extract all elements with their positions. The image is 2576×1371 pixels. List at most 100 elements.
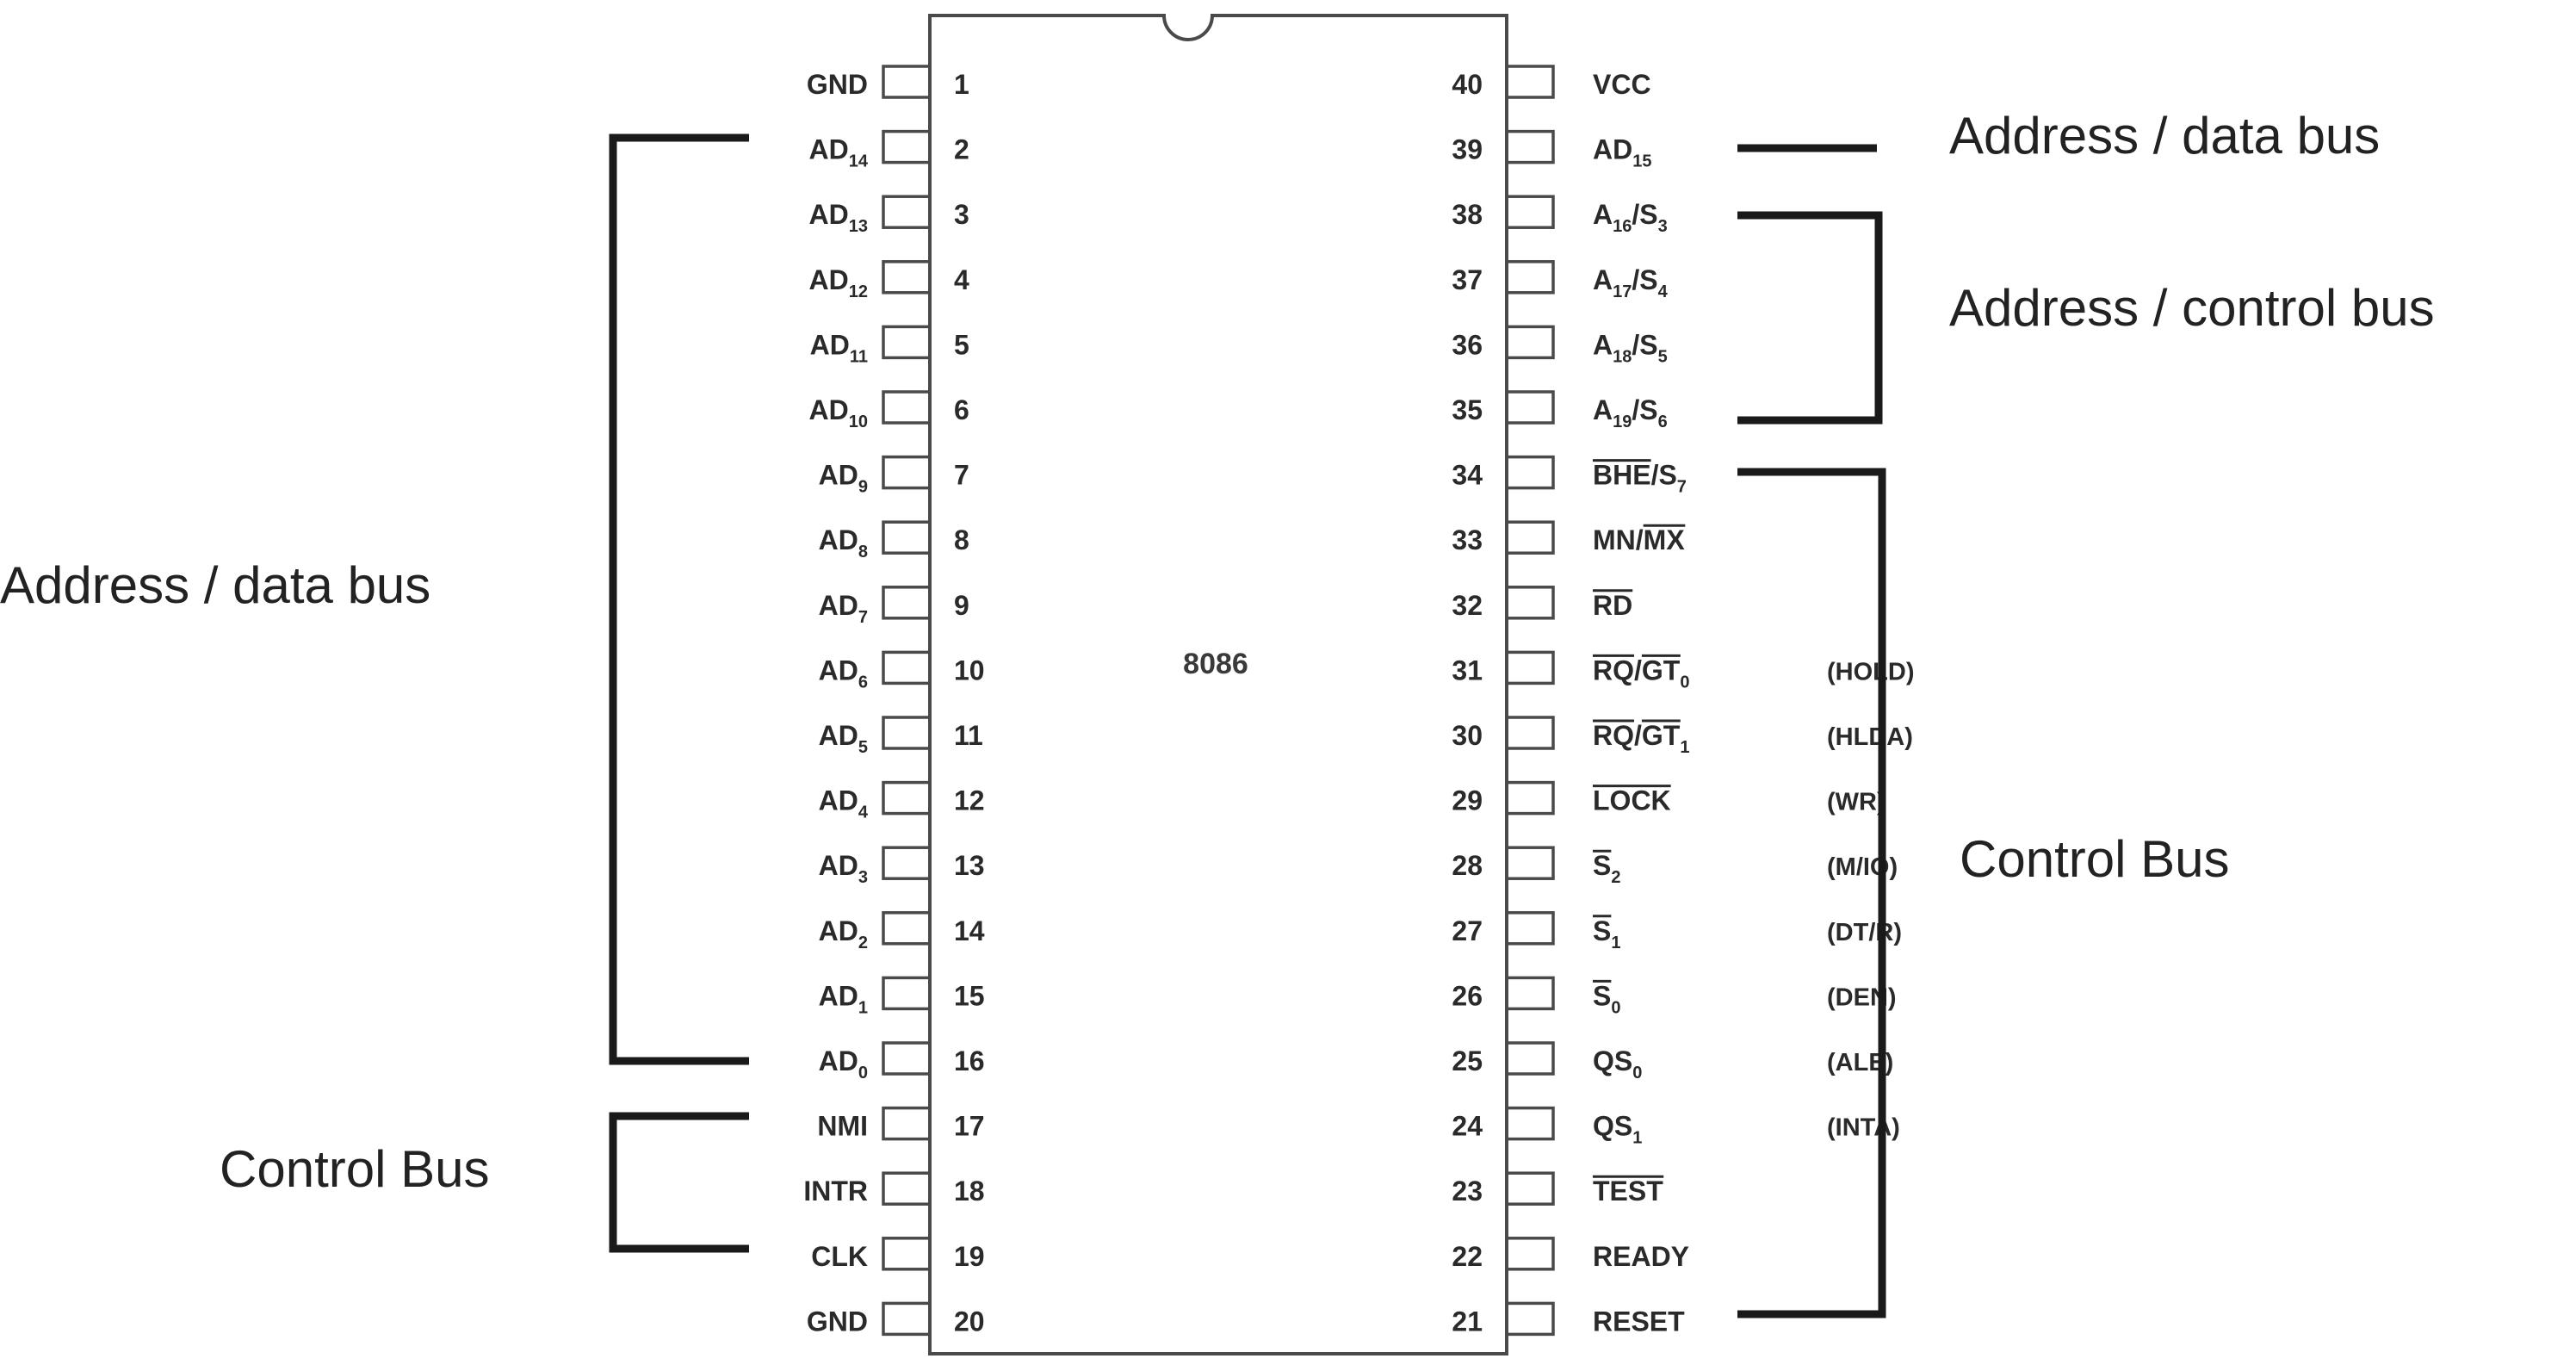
pin-35: 35 A19/S6 (1452, 390, 1668, 431)
pin-number: 26 (1452, 980, 1483, 1011)
pin-26: 26 S0 (DEN) (1452, 976, 1897, 1017)
pin-label: AD13 (809, 199, 868, 236)
pin-pad (882, 455, 932, 490)
pin-label: LOCK (1593, 785, 1671, 816)
pin-label: AD7 (819, 590, 868, 627)
pin-label: S1 (1593, 915, 1620, 952)
pin-label: TEST (1593, 1176, 1663, 1207)
pin-2: 2 AD14 (809, 129, 969, 171)
pin-pad (882, 1301, 932, 1337)
pin-number: 20 (954, 1306, 985, 1337)
pin-number: 7 (954, 460, 969, 491)
group-label-left-address-data: Address / data bus (0, 556, 430, 614)
pin-pad (882, 1237, 932, 1271)
pin-31: 31 RQ/GT0 (HOLD) (1452, 650, 1914, 692)
pin-label: READY (1593, 1241, 1689, 1272)
pin-29: 29 LOCK (WR) (1452, 780, 1886, 816)
group-label-left-control: Control Bus (220, 1140, 489, 1198)
pin-6: 6 AD10 (809, 390, 969, 431)
pin-pad (882, 716, 932, 750)
pin-pad (882, 390, 932, 425)
pin-14: 14 AD2 (819, 911, 985, 952)
pin-label: A18/S5 (1593, 329, 1668, 366)
pin-label: CLK (811, 1241, 868, 1272)
pin-number: 37 (1452, 264, 1483, 295)
group-label-right-address-data: Address / data bus (1949, 107, 2380, 164)
pin-label: AD8 (819, 524, 868, 561)
pin-pad (882, 650, 932, 686)
pin-19: 19 CLK (811, 1237, 985, 1272)
pin-34: 34 BHE/S7 (1452, 455, 1687, 497)
pin-7: 7 AD9 (819, 455, 969, 497)
pin-number: 18 (954, 1176, 985, 1207)
pin-label: VCC (1593, 69, 1651, 100)
pin-number: 29 (1452, 785, 1483, 816)
pin-alt-label: (INTA) (1827, 1114, 1900, 1142)
pin-pad (1505, 586, 1555, 620)
pin-number: 40 (1452, 69, 1483, 100)
pin-pad (1505, 1171, 1555, 1206)
pin-number: 10 (954, 654, 985, 686)
pin-number: 27 (1452, 915, 1483, 946)
pin-number: 9 (954, 590, 969, 621)
pin-pad (882, 780, 932, 816)
pin-label: AD1 (819, 980, 868, 1017)
pin-label: AD15 (1593, 134, 1651, 171)
pin-alt-label: (HLDA) (1827, 723, 1913, 751)
pin-pad (1505, 1301, 1555, 1337)
pin-number: 16 (954, 1045, 985, 1076)
pin-number: 36 (1452, 329, 1483, 360)
pin-pad (1505, 650, 1555, 686)
pin-pad (882, 846, 932, 880)
pin-label: RESET (1593, 1306, 1685, 1337)
bracket-left-address-data (609, 133, 749, 1065)
pin-label: AD11 (810, 329, 868, 366)
pin-number: 19 (954, 1241, 985, 1272)
pin-label: INTR (803, 1176, 868, 1207)
pin-number: 28 (1452, 850, 1483, 881)
pin-label: AD5 (819, 720, 868, 757)
pin-5: 5 AD11 (810, 325, 969, 366)
pin-number: 11 (954, 720, 983, 751)
pin-label: RQ/GT0 (1593, 654, 1689, 692)
pin-number: 14 (954, 915, 985, 946)
pin-28: 28 S2 (M/IO) (1452, 846, 1898, 887)
pin-number: 2 (954, 134, 969, 165)
left-pin-column: 1GND2AD143AD134AD125AD116AD107AD98AD89AD… (803, 65, 985, 1337)
pin-number: 39 (1452, 134, 1483, 165)
pin-17: 17 NMI (817, 1106, 985, 1142)
pin-pad (882, 520, 932, 555)
bracket-right-address-control (1737, 211, 1883, 425)
pin-label: AD4 (819, 785, 869, 822)
pin-pad (1505, 976, 1555, 1011)
pin-pad (1505, 455, 1555, 490)
pin-label: A19/S6 (1593, 394, 1668, 431)
pin-pad (882, 260, 932, 295)
pin-label: AD14 (809, 134, 869, 171)
pin-pad (1505, 195, 1555, 229)
pin-pad (1505, 911, 1555, 946)
bracket-left-control (609, 1112, 749, 1253)
pin-number: 24 (1452, 1111, 1483, 1142)
pin-18: 18 INTR (803, 1171, 985, 1207)
pin-pad (882, 195, 932, 229)
pin-number: 31 (1452, 654, 1483, 686)
pin-pad (1505, 780, 1555, 816)
pin-label: RD (1593, 590, 1632, 621)
pin-label: QS1 (1593, 1111, 1642, 1148)
pin-number: 3 (954, 199, 969, 230)
pin-3: 3 AD13 (809, 195, 969, 236)
pin-number: 8 (954, 524, 969, 555)
pin-1: 1 GND (807, 65, 969, 100)
group-label-right-control: Control Bus (1960, 830, 2229, 888)
pin-alt-label: (HOLD) (1827, 658, 1914, 686)
pin-label: GND (807, 69, 868, 100)
pin-alt-label: (DT/R) (1827, 919, 1902, 946)
pin-number: 30 (1452, 720, 1483, 751)
pin-pad (882, 1041, 932, 1076)
pin-number: 22 (1452, 1241, 1483, 1272)
pin-pad (882, 1171, 932, 1206)
pin-21: 21 RESET (1452, 1301, 1685, 1337)
